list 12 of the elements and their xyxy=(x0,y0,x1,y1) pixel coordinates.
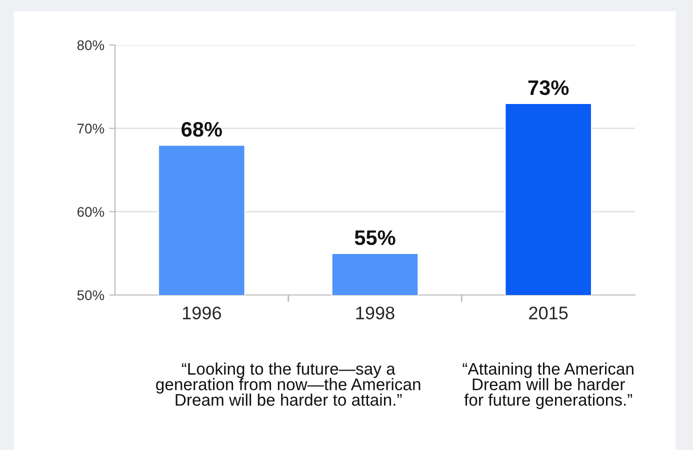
text: “Attaining the American Dream will be harder for future generations.” xyxy=(462,362,634,410)
text: “Looking to the future—say a generation from now—the American Dream will be harder to attain.” xyxy=(156,362,420,406)
y-tick-label: 50% xyxy=(77,290,104,300)
y-tick-label: 70% xyxy=(78,124,104,134)
x-tick-label: 1998 xyxy=(356,306,394,320)
data-label: 55% xyxy=(354,230,396,246)
x-tick-label: 1996 xyxy=(182,306,221,320)
x-tick-label: 2015 xyxy=(529,306,568,320)
data-label: 73% xyxy=(528,80,569,96)
data-label: 68% xyxy=(182,122,222,137)
y-tick-label: 60% xyxy=(77,207,104,217)
y-tick-label: 80% xyxy=(77,40,104,50)
